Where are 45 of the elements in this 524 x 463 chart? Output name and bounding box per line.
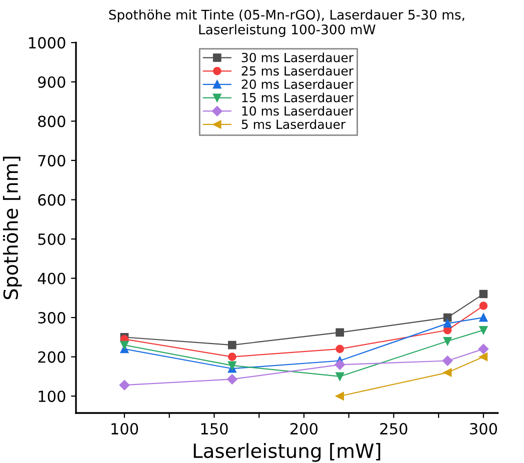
y-tick-label: 500 — [38, 233, 66, 246]
y-axis-title: Spothöhe [nm] — [3, 156, 22, 300]
point — [479, 313, 488, 322]
legend-label: 15 ms Laserdauer — [242, 92, 354, 102]
point — [336, 372, 344, 381]
point — [119, 380, 130, 390]
point — [443, 336, 452, 346]
point — [228, 340, 236, 350]
x-tick-label: 150 — [201, 422, 228, 435]
point — [443, 368, 452, 377]
y-tick-label: 300 — [38, 312, 66, 324]
point — [442, 356, 453, 366]
legend-label: 30 ms Laserdauer — [242, 52, 354, 62]
y-tick-label: 100 — [38, 390, 66, 402]
y-tick-label: 700 — [38, 154, 66, 166]
legend-label: 10 ms Laserdauer — [242, 106, 354, 116]
point — [227, 374, 238, 384]
point — [478, 344, 489, 354]
chart-title: Spothöhe mit Tinte (05-Mn-rGO), Laserdauer 5-30 ms, Laserleistung 100-300 mW — [109, 9, 464, 38]
point — [336, 344, 344, 354]
x-tick-label: 250 — [380, 422, 408, 435]
point — [228, 361, 236, 370]
point — [479, 352, 488, 361]
y-tick-label: 900 — [38, 76, 66, 88]
point — [479, 290, 488, 298]
x-tick-label: 300 — [470, 422, 498, 435]
point — [336, 392, 344, 400]
y-tick-label: 400 — [38, 272, 66, 284]
point — [479, 302, 488, 310]
legend-label: 25 ms Laserdauer — [242, 66, 354, 76]
point — [228, 352, 236, 361]
point — [334, 360, 345, 370]
y-tick-label: 200 — [38, 351, 66, 363]
point — [336, 328, 344, 337]
x-axis-title: Laserleistung [mW] — [194, 443, 380, 462]
y-tick-label: 1000 — [29, 37, 66, 49]
point — [443, 319, 452, 328]
x-tick-label: 100 — [112, 422, 138, 435]
point — [479, 326, 488, 334]
y-tick-label: 600 — [38, 194, 66, 206]
y-tick-label: 800 — [38, 116, 66, 128]
legend-label: 5 ms Laserdauer — [242, 119, 346, 130]
legend-label: 20 ms Laserdauer — [242, 79, 354, 89]
point — [120, 340, 129, 350]
x-tick-label: 200 — [290, 422, 318, 435]
